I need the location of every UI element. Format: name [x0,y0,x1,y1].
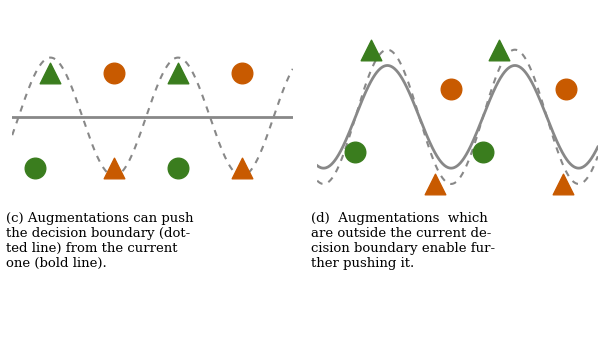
Point [367,47,376,52]
Point [494,47,504,52]
Point [561,86,571,92]
Point [30,165,40,171]
Text: (d)  Augmentations  which
are outside the current de-
cision boundary enable fur: (d) Augmentations which are outside the … [311,212,495,270]
Text: (c) Augmentations can push
the decision boundary (dot-
ted line) from the curren: (c) Augmentations can push the decision … [6,212,193,270]
Point [558,181,567,187]
Point [351,149,361,155]
Point [173,165,183,171]
Point [173,70,183,76]
Point [478,149,488,155]
Point [237,165,246,171]
Point [447,86,456,92]
Point [109,70,119,76]
Point [109,165,119,171]
Point [430,181,440,187]
Point [237,70,246,76]
Point [46,70,56,76]
